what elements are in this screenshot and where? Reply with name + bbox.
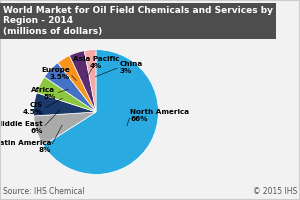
Text: Asia Pacific
4%: Asia Pacific 4% bbox=[73, 56, 119, 69]
Text: Source: IHS Chemical: Source: IHS Chemical bbox=[3, 187, 85, 196]
Text: Middle East
6%: Middle East 6% bbox=[0, 121, 43, 134]
Wedge shape bbox=[44, 63, 96, 112]
Wedge shape bbox=[58, 56, 96, 112]
Wedge shape bbox=[34, 112, 96, 145]
Wedge shape bbox=[84, 50, 96, 112]
Text: Africa
5%: Africa 5% bbox=[31, 87, 56, 100]
Wedge shape bbox=[34, 93, 96, 116]
Wedge shape bbox=[43, 50, 158, 174]
Text: CIS
4.5%: CIS 4.5% bbox=[23, 102, 43, 115]
Text: Europe
3.5%: Europe 3.5% bbox=[41, 67, 70, 80]
Wedge shape bbox=[37, 77, 96, 112]
Text: © 2015 IHS: © 2015 IHS bbox=[253, 187, 297, 196]
Text: Latin America
8%: Latin America 8% bbox=[0, 140, 51, 153]
Text: North America
66%: North America 66% bbox=[130, 109, 189, 122]
Wedge shape bbox=[69, 51, 96, 112]
Text: China
3%: China 3% bbox=[120, 61, 143, 74]
Text: World Market for Oil Field Chemicals and Services by Region - 2014
(millions of : World Market for Oil Field Chemicals and… bbox=[3, 6, 273, 36]
